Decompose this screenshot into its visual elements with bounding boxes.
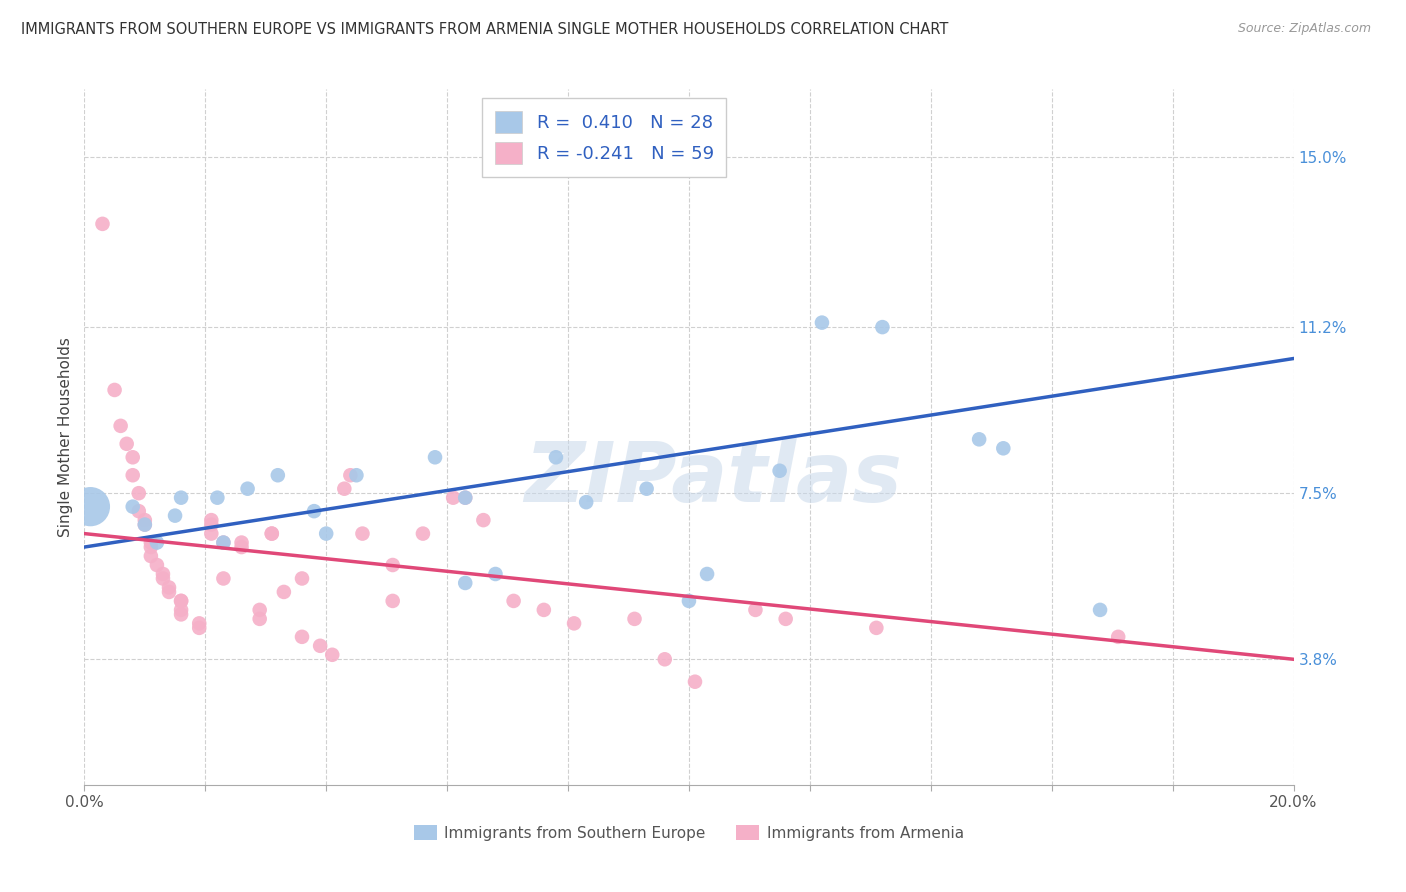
- Point: [575, 495, 598, 509]
- Text: Source: ZipAtlas.com: Source: ZipAtlas.com: [1237, 22, 1371, 36]
- Point: [1088, 603, 1111, 617]
- Point: [139, 549, 162, 563]
- Point: [188, 621, 211, 635]
- Point: [267, 468, 290, 483]
- Point: [200, 526, 222, 541]
- Point: [110, 418, 132, 433]
- Point: [231, 540, 253, 554]
- Point: [121, 500, 143, 514]
- Point: [170, 607, 193, 622]
- Point: [249, 612, 271, 626]
- Point: [472, 513, 495, 527]
- Point: [454, 491, 477, 505]
- Point: [188, 616, 211, 631]
- Point: [134, 513, 156, 527]
- Point: [273, 585, 295, 599]
- Y-axis label: Single Mother Households: Single Mother Households: [58, 337, 73, 537]
- Point: [454, 491, 477, 505]
- Point: [302, 504, 325, 518]
- Point: [115, 437, 138, 451]
- Point: [104, 383, 127, 397]
- Point: [683, 674, 706, 689]
- Point: [811, 316, 834, 330]
- Point: [412, 526, 434, 541]
- Point: [128, 486, 150, 500]
- Point: [231, 535, 253, 549]
- Point: [146, 558, 169, 572]
- Point: [212, 535, 235, 549]
- Point: [967, 433, 990, 447]
- Point: [207, 491, 229, 505]
- Point: [352, 526, 374, 541]
- Point: [993, 442, 1015, 456]
- Point: [170, 594, 193, 608]
- Point: [121, 468, 143, 483]
- Point: [170, 603, 193, 617]
- Point: [157, 585, 180, 599]
- Point: [381, 558, 404, 572]
- Point: [152, 566, 174, 581]
- Point: [696, 566, 718, 581]
- Point: [315, 526, 337, 541]
- Point: [134, 517, 156, 532]
- Point: [623, 612, 645, 626]
- Point: [165, 508, 187, 523]
- Point: [157, 581, 180, 595]
- Point: [423, 450, 446, 465]
- Point: [170, 491, 193, 505]
- Point: [484, 566, 506, 581]
- Point: [291, 572, 314, 586]
- Point: [309, 639, 332, 653]
- Point: [533, 603, 555, 617]
- Point: [200, 513, 222, 527]
- Point: [139, 535, 162, 549]
- Point: [139, 540, 162, 554]
- Point: [170, 594, 193, 608]
- Point: [454, 576, 477, 591]
- Point: [79, 500, 101, 514]
- Point: [775, 612, 797, 626]
- Point: [91, 217, 114, 231]
- Point: [769, 464, 792, 478]
- Point: [441, 491, 464, 505]
- Point: [249, 603, 271, 617]
- Point: [333, 482, 356, 496]
- Point: [381, 594, 404, 608]
- Point: [1107, 630, 1129, 644]
- Point: [654, 652, 676, 666]
- Point: [865, 621, 887, 635]
- Point: [200, 517, 222, 532]
- Point: [321, 648, 343, 662]
- Point: [678, 594, 700, 608]
- Point: [236, 482, 259, 496]
- Point: [146, 535, 169, 549]
- Text: IMMIGRANTS FROM SOUTHERN EUROPE VS IMMIGRANTS FROM ARMENIA SINGLE MOTHER HOUSEHO: IMMIGRANTS FROM SOUTHERN EUROPE VS IMMIG…: [21, 22, 949, 37]
- Point: [121, 450, 143, 465]
- Point: [291, 630, 314, 644]
- Point: [212, 572, 235, 586]
- Point: [872, 320, 894, 334]
- Point: [339, 468, 361, 483]
- Point: [346, 468, 368, 483]
- Point: [636, 482, 658, 496]
- Point: [260, 526, 283, 541]
- Point: [128, 504, 150, 518]
- Point: [152, 572, 174, 586]
- Point: [744, 603, 766, 617]
- Legend: Immigrants from Southern Europe, Immigrants from Armenia: Immigrants from Southern Europe, Immigra…: [408, 819, 970, 847]
- Point: [502, 594, 524, 608]
- Text: ZIPatlas: ZIPatlas: [524, 438, 903, 519]
- Point: [212, 535, 235, 549]
- Point: [544, 450, 567, 465]
- Point: [562, 616, 585, 631]
- Point: [260, 526, 283, 541]
- Point: [134, 517, 156, 532]
